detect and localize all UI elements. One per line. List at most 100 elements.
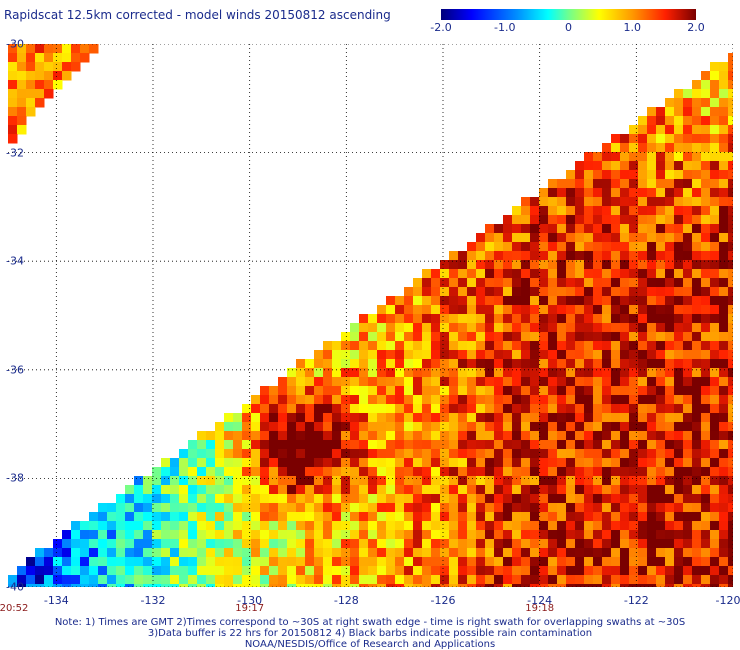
- wind-difference-cell: [8, 80, 18, 90]
- wind-difference-cell: [674, 143, 684, 153]
- wind-difference-cell: [323, 467, 333, 477]
- wind-difference-cell: [638, 386, 648, 396]
- wind-difference-cell: [341, 575, 351, 585]
- wind-difference-cell: [566, 584, 576, 587]
- wind-difference-cell: [242, 530, 252, 540]
- wind-difference-cell: [269, 557, 279, 567]
- wind-difference-cell: [710, 188, 720, 198]
- wind-difference-cell: [467, 395, 477, 405]
- wind-difference-cell: [440, 584, 450, 587]
- wind-difference-cell: [98, 566, 108, 576]
- wind-difference-cell: [557, 431, 567, 441]
- wind-difference-cell: [674, 467, 684, 477]
- wind-difference-cell: [665, 359, 675, 369]
- wind-difference-cell: [323, 557, 333, 567]
- wind-difference-cell: [647, 161, 657, 171]
- wind-difference-cell: [683, 233, 693, 243]
- wind-difference-cell: [269, 503, 279, 513]
- wind-difference-cell: [422, 377, 432, 387]
- wind-difference-cell: [359, 503, 369, 513]
- wind-difference-cell: [719, 224, 729, 234]
- wind-difference-cell: [719, 476, 729, 486]
- wind-difference-cell: [224, 494, 234, 504]
- wind-difference-cell: [521, 539, 531, 549]
- wind-difference-cell: [467, 431, 477, 441]
- wind-difference-cell: [584, 548, 594, 558]
- wind-difference-cell: [404, 323, 414, 333]
- wind-difference-cell: [359, 494, 369, 504]
- wind-difference-cell: [674, 323, 684, 333]
- wind-difference-cell: [656, 215, 666, 225]
- wind-difference-cell: [683, 260, 693, 270]
- wind-difference-cell: [242, 485, 252, 495]
- wind-difference-cell: [197, 440, 207, 450]
- wind-difference-cell: [602, 494, 612, 504]
- wind-difference-cell: [98, 512, 108, 522]
- wind-difference-cell: [422, 296, 432, 306]
- wind-difference-cell: [395, 395, 405, 405]
- wind-difference-cell: [341, 377, 351, 387]
- wind-difference-cell: [692, 296, 702, 306]
- wind-difference-cell: [467, 386, 477, 396]
- wind-difference-cell: [548, 305, 558, 315]
- wind-difference-cell: [548, 485, 558, 495]
- wind-difference-cell: [296, 368, 306, 378]
- wind-difference-cell: [521, 566, 531, 576]
- wind-difference-cell: [539, 521, 549, 531]
- wind-difference-cell: [206, 548, 216, 558]
- wind-difference-cell: [719, 395, 729, 405]
- wind-difference-cell: [683, 170, 693, 180]
- wind-difference-cell: [485, 530, 495, 540]
- wind-difference-cell: [71, 566, 81, 576]
- wind-difference-cell: [629, 422, 639, 432]
- wind-difference-cell: [710, 71, 720, 81]
- wind-difference-cell: [467, 494, 477, 504]
- wind-difference-cell: [395, 341, 405, 351]
- wind-difference-cell: [530, 197, 540, 207]
- wind-difference-cell: [485, 584, 495, 587]
- wind-difference-cell: [350, 449, 360, 459]
- wind-difference-cell: [80, 44, 90, 54]
- wind-difference-cell: [485, 575, 495, 585]
- wind-difference-cell: [656, 566, 666, 576]
- wind-difference-cell: [728, 98, 733, 108]
- wind-difference-cell: [215, 449, 225, 459]
- wind-difference-cell: [35, 98, 45, 108]
- wind-difference-cell: [530, 215, 540, 225]
- wind-difference-cell: [629, 503, 639, 513]
- wind-difference-cell: [674, 584, 684, 587]
- wind-difference-cell: [728, 116, 733, 126]
- wind-difference-cell: [683, 395, 693, 405]
- wind-difference-cell: [575, 467, 585, 477]
- wind-difference-cell: [404, 332, 414, 342]
- wind-difference-cell: [611, 485, 621, 495]
- wind-difference-cell: [611, 494, 621, 504]
- wind-difference-cell: [512, 296, 522, 306]
- wind-difference-cell: [584, 359, 594, 369]
- wind-difference-cell: [134, 575, 144, 585]
- wind-difference-cell: [179, 467, 189, 477]
- wind-difference-cell: [575, 386, 585, 396]
- wind-difference-cell: [575, 449, 585, 459]
- wind-difference-cell: [701, 458, 711, 468]
- wind-difference-cell: [503, 314, 513, 324]
- wind-difference-cell: [710, 206, 720, 216]
- wind-difference-cell: [656, 494, 666, 504]
- wind-difference-cell: [557, 368, 567, 378]
- wind-difference-cell: [665, 152, 675, 162]
- wind-difference-cell: [467, 404, 477, 414]
- wind-difference-cell: [602, 377, 612, 387]
- wind-difference-cell: [728, 584, 733, 587]
- wind-difference-cell: [287, 368, 297, 378]
- wind-difference-cell: [413, 404, 423, 414]
- wind-difference-cell: [89, 566, 99, 576]
- wind-difference-cell: [710, 395, 720, 405]
- wind-difference-cell: [638, 116, 648, 126]
- wind-difference-cell: [530, 530, 540, 540]
- wind-difference-cell: [557, 260, 567, 270]
- wind-difference-cell: [530, 503, 540, 513]
- wind-difference-cell: [377, 539, 387, 549]
- wind-difference-cell: [368, 404, 378, 414]
- wind-difference-cell: [584, 431, 594, 441]
- wind-difference-cell: [179, 521, 189, 531]
